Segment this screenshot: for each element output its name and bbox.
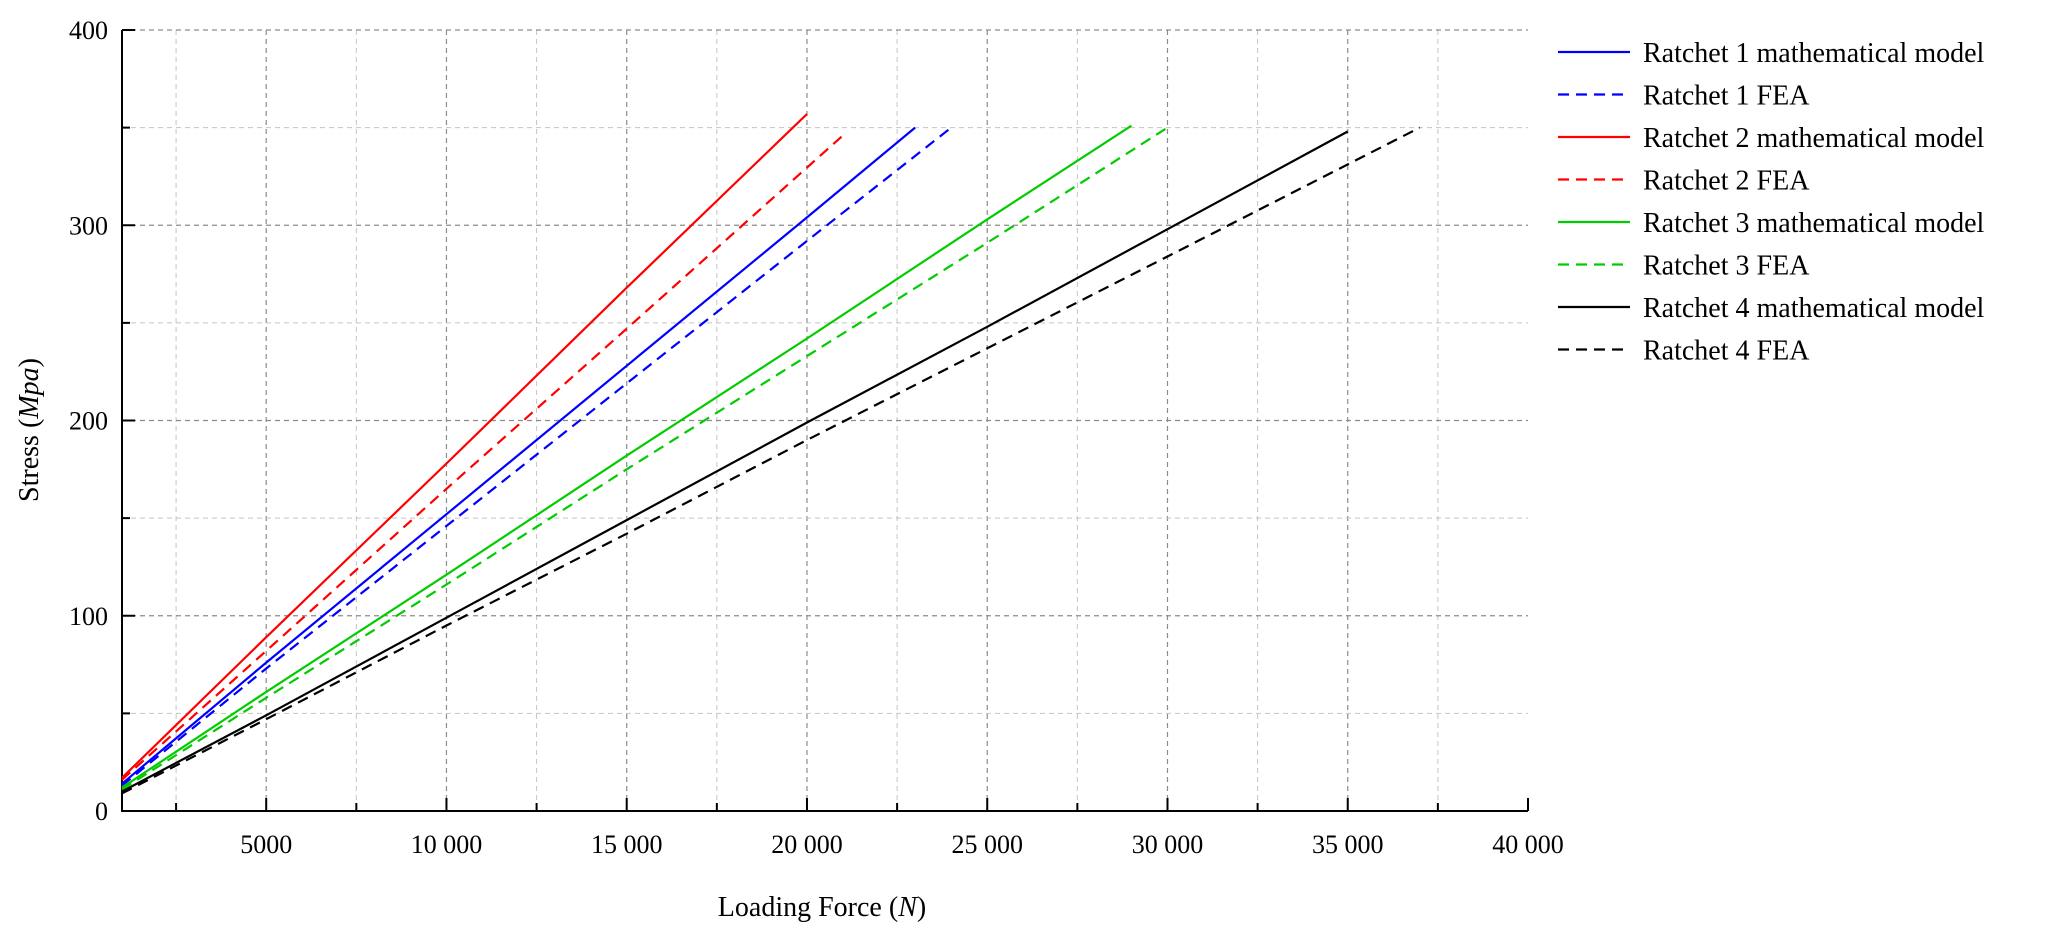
legend-label-1: Ratchet 1 mathematical model — [1643, 38, 1985, 69]
legend-label-2: Ratchet 1 FEA — [1643, 81, 1810, 112]
legend-label-8: Ratchet 4 FEA — [1643, 336, 1810, 367]
x-axis-label: Loading Force (N) — [718, 892, 926, 923]
legend-label-3: Ratchet 2 mathematical model — [1643, 123, 1985, 154]
series-line-2 — [121, 126, 952, 787]
series-line-8 — [121, 126, 1421, 795]
x-tick-label: 40 000 — [1492, 830, 1564, 859]
ticks: 5000 10 000 15 000 20 000 25 000 30 000 35 000… — [69, 16, 1564, 859]
series-lines — [121, 113, 1421, 795]
y-tick-label: 300 — [69, 211, 108, 240]
series-line-3 — [121, 113, 808, 779]
legend-label-7: Ratchet 4 mathematical model — [1643, 293, 1985, 324]
x-tick-label: 10 000 — [411, 830, 483, 859]
y-axis-label: Stress (Mpa) — [14, 358, 45, 502]
x-tick-label: 35 000 — [1312, 830, 1384, 859]
legend-label-6: Ratchet 3 FEA — [1643, 251, 1810, 282]
legend: Ratchet 1 mathematical model Ratchet 1 FE… — [1558, 38, 1985, 367]
x-tick-label: 20 000 — [771, 830, 843, 859]
x-tick-label: 15 000 — [591, 830, 663, 859]
series-line-1 — [121, 126, 916, 785]
y-tick-label: 200 — [69, 407, 108, 436]
legend-label-4: Ratchet 2 FEA — [1643, 166, 1810, 197]
y-tick-label: 0 — [95, 797, 108, 826]
y-tick-label: 400 — [69, 16, 108, 45]
legend-label-5: Ratchet 3 mathematical model — [1643, 208, 1985, 239]
x-tick-label: 30 000 — [1132, 830, 1204, 859]
series-line-4 — [121, 134, 844, 781]
series-line-6 — [121, 126, 1169, 791]
series-line-7 — [121, 130, 1349, 793]
series-line-5 — [121, 124, 1132, 789]
grid — [122, 29, 1528, 811]
y-tick-label: 100 — [69, 602, 108, 631]
x-tick-label: 5000 — [240, 830, 292, 859]
x-tick-label: 25 000 — [951, 830, 1023, 859]
